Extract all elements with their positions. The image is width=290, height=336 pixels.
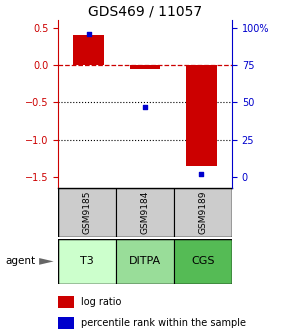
Text: T3: T3: [80, 256, 94, 266]
Text: CGS: CGS: [191, 256, 215, 266]
Bar: [73, 35, 104, 65]
Bar: [174, 239, 232, 284]
Bar: [58, 296, 74, 308]
Polygon shape: [39, 258, 54, 265]
Point: [199, 171, 204, 177]
Bar: [58, 317, 74, 329]
Text: GSM9184: GSM9184: [140, 191, 150, 234]
Point: [86, 31, 91, 36]
Title: GDS469 / 11057: GDS469 / 11057: [88, 5, 202, 19]
Bar: [116, 188, 174, 237]
Text: GSM9185: GSM9185: [82, 191, 92, 234]
Bar: [58, 239, 116, 284]
Bar: [174, 188, 232, 237]
Bar: [186, 65, 217, 166]
Text: DITPA: DITPA: [129, 256, 161, 266]
Text: percentile rank within the sample: percentile rank within the sample: [81, 318, 246, 328]
Text: agent: agent: [6, 256, 36, 266]
Bar: [58, 188, 116, 237]
Bar: [130, 65, 160, 69]
Text: GSM9189: GSM9189: [198, 191, 208, 234]
Bar: [116, 239, 174, 284]
Text: log ratio: log ratio: [81, 297, 121, 307]
Point: [143, 104, 147, 110]
